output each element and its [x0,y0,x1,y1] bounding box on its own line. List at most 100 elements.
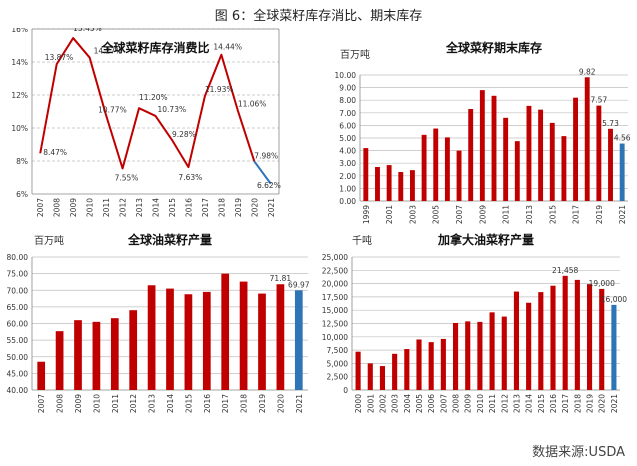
bar [479,90,485,201]
x-tick-label: 2021 [267,198,276,217]
data-label: 11.06% [238,100,267,109]
x-tick-label: 2010 [86,198,95,217]
y-tick-label: 2.00 [339,172,356,181]
bar [398,172,404,201]
y-tick-label: 5,000 [327,359,349,368]
x-tick-label: 2007 [36,198,45,217]
unit-label: 百万吨 [340,48,370,61]
bar [416,339,422,390]
x-tick-label: 2016 [184,198,193,217]
bar [166,288,174,390]
y-tick-label: 5.00 [339,134,356,143]
x-tick-label: 2010 [476,394,485,413]
x-tick-label: 2007 [37,394,46,413]
x-tick-label: 2008 [452,394,461,413]
x-tick-label: 2005 [432,205,441,224]
bar [184,294,193,390]
x-tick-label: 2018 [240,394,249,413]
x-tick-label: 2011 [111,394,120,413]
bar [549,122,555,201]
y-tick-label: 45.00 [7,369,29,378]
data-label: 14.44% [213,43,242,52]
bar [375,166,380,201]
bar [74,320,82,390]
x-tick-label: 2008 [53,198,62,217]
bar [526,302,532,390]
bar [538,292,544,390]
y-tick-label: 75.00 [7,270,29,279]
bar [562,275,568,390]
y-tick-label: 6.00 [339,121,356,130]
bar [129,310,138,390]
data-label: 71.81 [270,274,292,283]
bar [538,109,544,201]
x-tick-label: 2011 [102,198,111,217]
x-tick-label: 2015 [168,198,177,217]
bar [619,143,625,201]
bar [428,342,434,390]
source-note: 数据来源:USDA [532,445,625,460]
y-tick-label: 8% [16,157,28,166]
x-tick-label: 2009 [464,394,473,413]
y-tick-label: 50.00 [7,353,29,362]
bar [561,136,567,201]
data-label: 21,458 [552,266,578,275]
x-tick-label: 2012 [119,198,128,217]
x-tick-label: 2003 [391,394,400,413]
data-label: 5.73 [602,119,619,128]
x-tick-label: 2020 [250,198,259,217]
x-tick-label: 2013 [512,394,521,413]
x-tick-label: 2021 [295,394,304,413]
x-tick-label: 2005 [415,394,424,413]
y-tick-label: 10,000 [322,333,348,342]
bar [379,366,386,390]
x-tick-label: 2018 [573,394,582,413]
x-tick-label: 2008 [56,394,65,413]
bar [513,291,520,390]
x-tick-label: 2009 [69,198,78,217]
y-tick-label: 10.00 [335,71,357,80]
x-tick-label: 2021 [618,205,627,224]
y-tick-label: 70.00 [7,286,29,295]
bar [202,291,211,390]
x-tick-label: 2017 [561,394,570,413]
x-tick-label: 2020 [598,394,607,413]
x-tick-label: 2019 [595,205,604,224]
bar [599,288,605,390]
y-tick-label: 10% [11,124,28,133]
bar [221,273,230,390]
y-tick-label: 65.00 [7,303,29,312]
figure-title: 图 6：全球菜籽库存消比、期末库存 [214,9,423,24]
data-label: 16,000 [601,295,627,304]
bar [367,363,373,390]
chart-svg: 全球油菜籽产量 百万吨 40.00 45.00 50.00 55.00 60.00 65.00… [7,232,310,413]
data-label: 9.82 [579,67,596,76]
bar [501,316,507,390]
x-tick-label: 2013 [148,394,157,413]
y-tick-label: 0.00 [339,197,356,206]
x-tick-label: 2016 [203,394,212,413]
y-tick-label: 40.00 [7,386,29,395]
x-tick-label: 2011 [502,205,511,224]
bar [294,290,303,390]
data-label: 13.87% [45,53,74,62]
bar [147,285,156,390]
x-tick-label: 2019 [258,394,267,413]
bar [386,165,392,201]
bar [444,137,450,201]
bar [409,170,415,201]
x-tick-label: 2017 [221,394,230,413]
y-tick-label: 4.00 [339,147,356,156]
data-label: 10.73% [158,105,187,114]
chart-title: 全球菜籽库存消费比 [100,40,209,55]
y-tick-label: 17,500 [322,293,348,302]
x-tick-label: 2010 [92,394,101,413]
y-tick-label: 25,000 [322,253,348,262]
bar [586,284,593,390]
bar [55,331,64,390]
data-label: 7.63% [178,173,202,182]
chart-title: 全球菜籽期末库存 [445,40,542,55]
x-tick-label: 2015 [537,394,546,413]
y-tick-label: 3.00 [339,159,356,168]
data-label: 7.98% [254,151,278,160]
